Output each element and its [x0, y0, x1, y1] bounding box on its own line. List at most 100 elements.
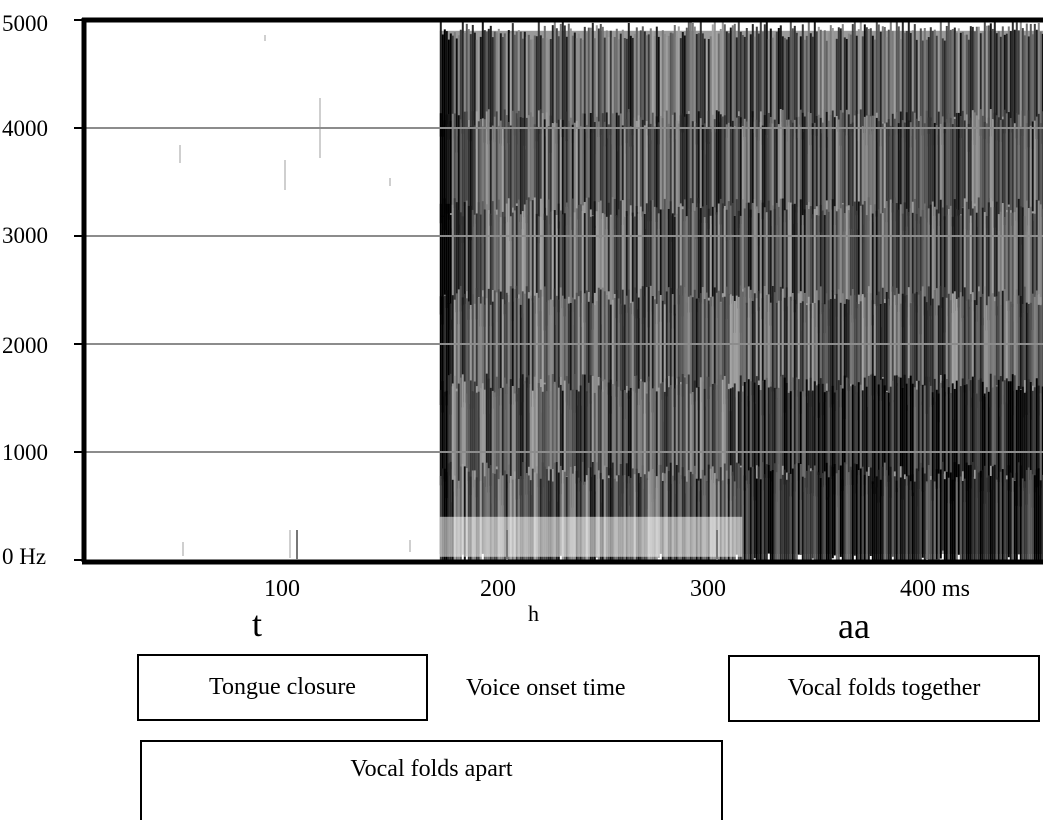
spectrogram-striation	[723, 463, 726, 560]
spectrogram-striation	[523, 204, 526, 314]
spectrogram-striation	[963, 287, 966, 393]
spectrogram-striation	[737, 210, 740, 309]
spectrogram-striation	[1023, 392, 1026, 488]
spectrogram-striation	[933, 29, 936, 130]
spectrogram-striation	[981, 32, 984, 139]
spectrogram-striation	[1033, 213, 1036, 320]
x-tick-300: 300	[690, 576, 726, 602]
spectrogram-striation	[949, 393, 952, 504]
spectrogram-striation	[973, 112, 976, 204]
spectrogram-striation	[1021, 28, 1024, 137]
spectrogram-striation	[921, 40, 924, 136]
spectrogram-striation	[801, 24, 804, 140]
spectrogram-striation	[995, 479, 998, 560]
spectrogram-striation	[551, 210, 554, 324]
spectrogram-striation	[639, 380, 642, 484]
spectrogram-striation	[857, 29, 860, 142]
spectrogram-striation	[555, 380, 558, 491]
spectrogram-striation	[651, 468, 654, 560]
spectrogram-striation	[953, 27, 956, 117]
spectrogram-striation	[785, 479, 788, 560]
spectrogram-striation	[601, 26, 604, 124]
spectrogram-striation	[967, 39, 970, 152]
spectrogram-striation	[521, 38, 524, 133]
spectrogram-striation	[877, 24, 880, 143]
spectrogram-striation	[993, 375, 996, 479]
spectrogram-striation	[767, 200, 770, 312]
spectrogram-striation	[1003, 109, 1006, 225]
spectrogram-striation	[475, 111, 478, 219]
spectrogram-striation	[701, 287, 704, 389]
spectrogram-striation	[781, 198, 784, 289]
spectrogram-striation	[631, 127, 634, 217]
spectrogram-striation	[443, 29, 446, 127]
spectrogram-striation	[1001, 119, 1004, 237]
spectrogram-striation	[837, 380, 840, 496]
spectrogram-striation	[1033, 475, 1036, 560]
spectrogram-striation	[1003, 289, 1006, 395]
spectrogram-striation	[915, 213, 918, 313]
spectrogram-striation	[731, 120, 734, 234]
spectrogram-striation	[895, 20, 898, 135]
spectrogram-striation	[473, 214, 476, 307]
spectrogram-striation	[677, 206, 680, 305]
spectrogram-striation	[533, 295, 536, 399]
spectrogram-striation	[619, 464, 622, 560]
spectrogram-striation	[831, 385, 834, 477]
spectrogram-striation	[565, 202, 568, 309]
spectrogram-striation	[975, 26, 978, 133]
spectrogram-striation	[909, 33, 912, 148]
spectrogram-striation	[947, 21, 950, 124]
spectrogram-striation	[463, 466, 466, 560]
spectrogram-striation	[1011, 212, 1014, 308]
spectrogram-striation	[617, 209, 620, 323]
spectrogram-striation	[941, 297, 944, 388]
spectrogram-striation	[659, 383, 662, 475]
spectrogram-striation	[639, 288, 642, 380]
spectrogram-striation	[455, 128, 458, 240]
spectrogram-striation	[793, 377, 796, 492]
spectrogram-striation	[801, 112, 804, 226]
spectrogram-striation	[735, 117, 738, 234]
spectrogram-striation	[459, 377, 462, 488]
spectrogram-striation	[807, 296, 810, 404]
spectrogram-striation	[695, 122, 698, 240]
spectrogram-striation	[919, 115, 922, 221]
spectrogram-striation	[1025, 469, 1028, 560]
spectrogram-striation	[887, 29, 890, 137]
spectrogram-striation	[443, 120, 446, 231]
spectrogram-striation	[961, 208, 964, 318]
spectrogram-striation	[591, 117, 594, 216]
spectrogram-striation	[725, 470, 728, 560]
spectrogram-striation	[1029, 381, 1032, 480]
spectrogram-striation	[465, 23, 468, 140]
spectrogram-striation	[663, 33, 666, 129]
spectrogram-striation	[739, 375, 742, 466]
spectrogram-striation	[1023, 115, 1026, 231]
spectrogram-striation	[1023, 286, 1026, 381]
spectrogram-striation	[803, 209, 806, 323]
spectrogram-striation	[995, 296, 998, 386]
spectrogram-striation	[527, 197, 530, 293]
spectrogram-striation	[659, 464, 662, 554]
spectrogram-striation	[1025, 391, 1028, 505]
spectrogram-striation	[885, 201, 888, 301]
spectrogram-striation	[643, 296, 646, 414]
spectrogram-striation	[733, 383, 736, 497]
spectrogram-striation	[611, 37, 614, 145]
spectrogram-striation	[981, 293, 984, 410]
spectrogram-striation	[837, 27, 840, 132]
spectrogram-striation	[593, 122, 596, 229]
spectrogram-striation	[995, 386, 998, 503]
spectrogram-striation	[493, 392, 496, 498]
spectrogram-striation	[799, 36, 802, 125]
spectrogram-striation	[569, 28, 572, 124]
spectrogram-striation	[689, 125, 692, 240]
spectrogram-striation	[621, 125, 624, 225]
spectrogram-striation	[571, 297, 574, 396]
spectrogram-striation	[771, 123, 774, 227]
spectrogram-striation	[471, 24, 474, 121]
spectrogram-striation	[475, 287, 478, 387]
spectrogram-striation	[499, 388, 502, 493]
spectrogram-striation	[729, 205, 732, 295]
